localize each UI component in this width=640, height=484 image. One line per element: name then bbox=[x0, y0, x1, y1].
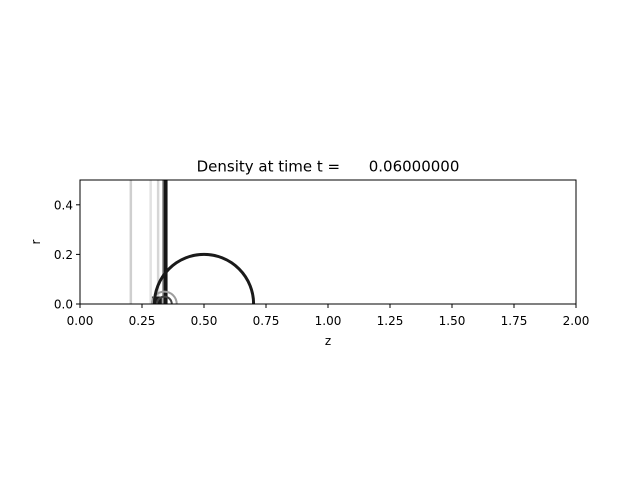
bubble-arc bbox=[152, 252, 256, 304]
inner-arc bbox=[155, 295, 173, 304]
y-tick-label: 0.0 bbox=[54, 298, 73, 312]
x-tick-label: 1.50 bbox=[439, 314, 466, 328]
y-tick-label: 0.2 bbox=[54, 248, 73, 262]
x-tick-label: 1.75 bbox=[501, 314, 528, 328]
x-tick-label: 2.00 bbox=[563, 314, 590, 328]
plot-area bbox=[129, 180, 256, 304]
plot-frame bbox=[79, 179, 577, 305]
chart-title: Density at time t = 0.06000000 bbox=[197, 158, 460, 176]
x-tick-label: 0.25 bbox=[129, 314, 156, 328]
inner-arc bbox=[150, 290, 178, 304]
y-tick-label: 0.4 bbox=[54, 198, 73, 212]
x-tick-label: 0.00 bbox=[67, 314, 94, 328]
y-axis-label: r bbox=[29, 239, 43, 244]
x-tick-label: 1.25 bbox=[377, 314, 404, 328]
x-tick-label: 1.00 bbox=[315, 314, 342, 328]
y-axis: 0.0 0.2 0.4 bbox=[54, 198, 80, 312]
x-axis-label: z bbox=[325, 334, 331, 348]
x-tick-label: 0.50 bbox=[191, 314, 218, 328]
x-tick-label: 0.75 bbox=[253, 314, 280, 328]
x-axis: 0.00 0.25 0.50 0.75 1.00 1.25 1.50 1.75 2.00 bbox=[67, 304, 590, 328]
